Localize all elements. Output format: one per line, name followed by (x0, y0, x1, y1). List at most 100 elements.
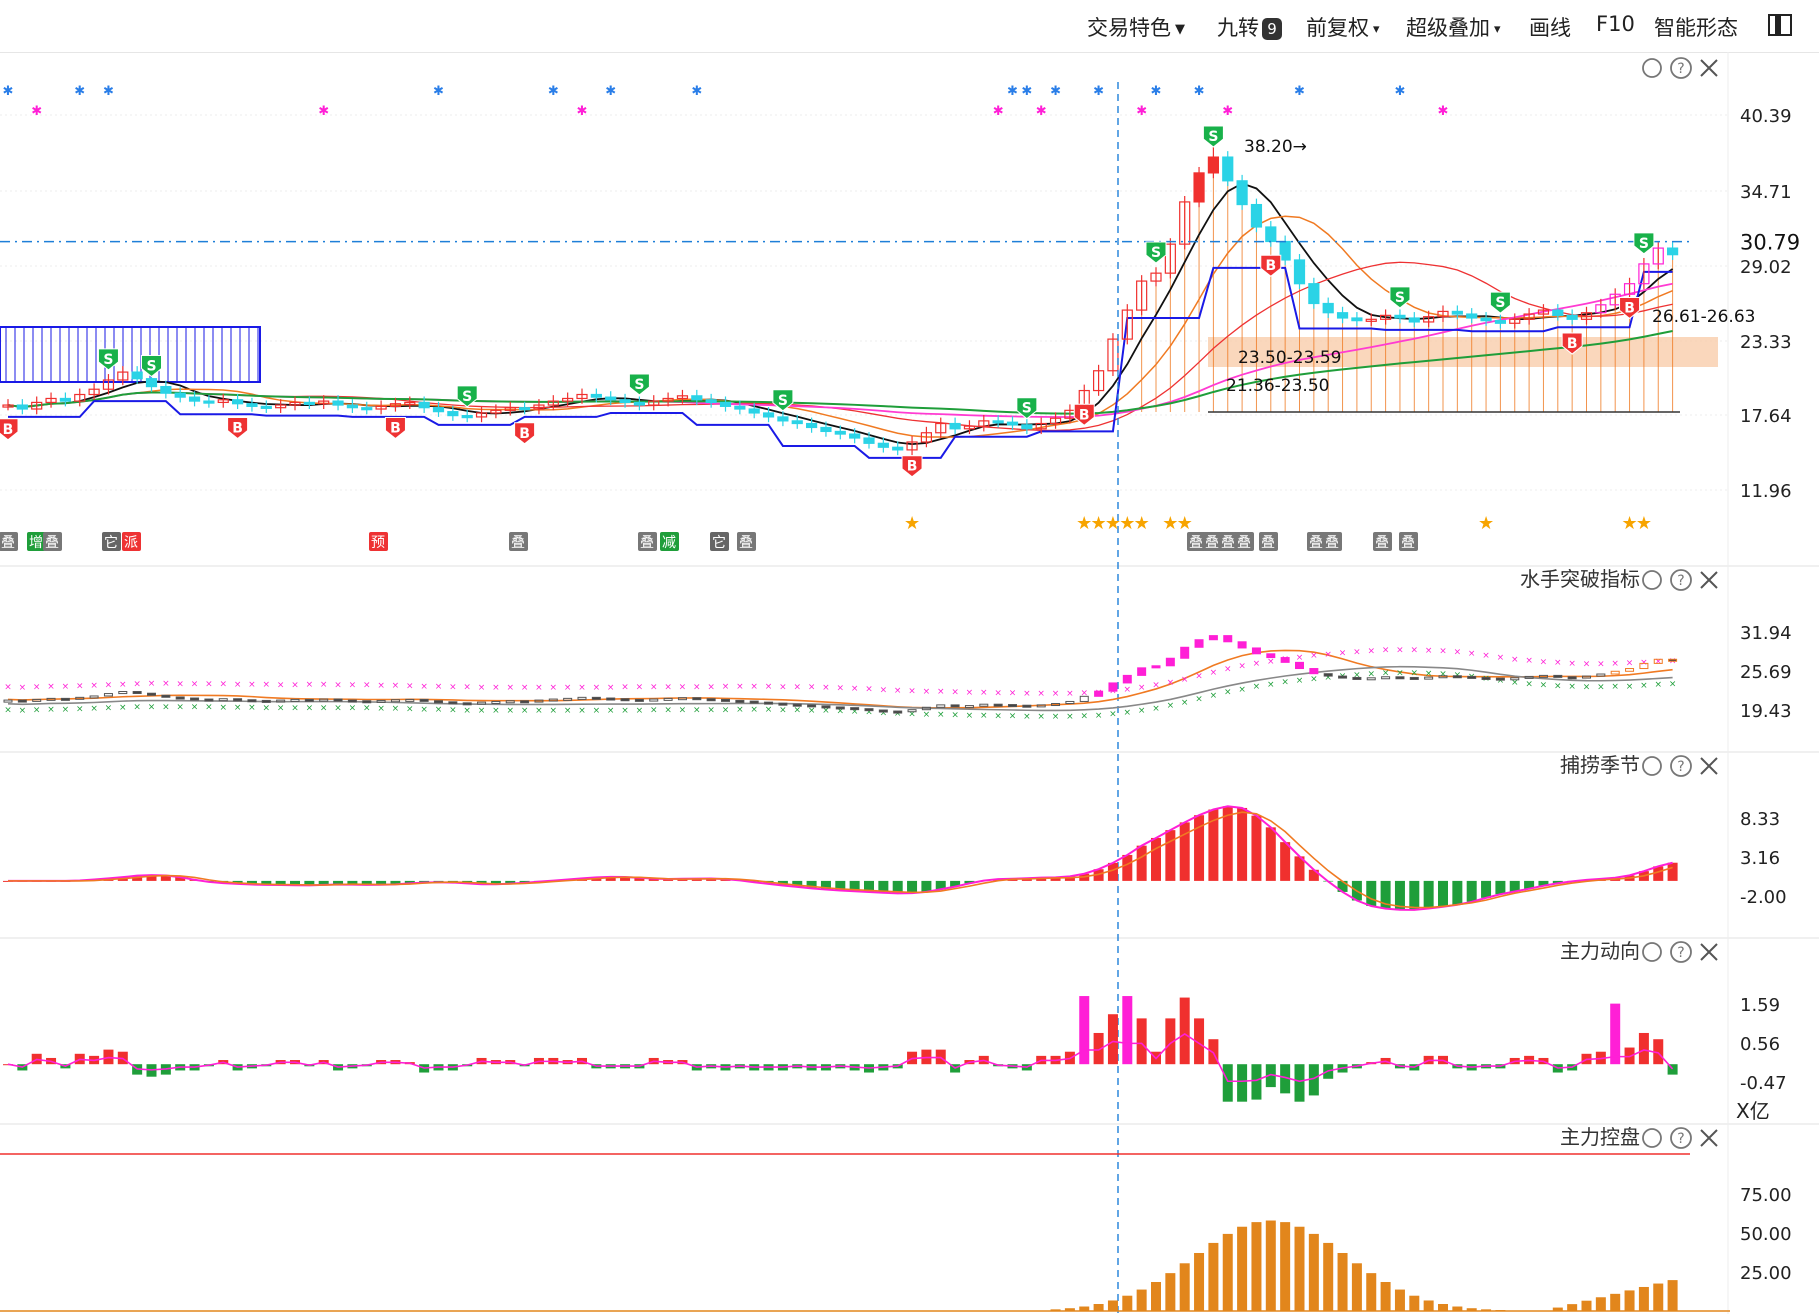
upper-band-dot: × (349, 680, 357, 690)
candle (59, 392, 72, 407)
lower-band-dot: × (1152, 704, 1160, 714)
lower-band-dot: × (880, 708, 888, 718)
sailor-candle (792, 703, 802, 707)
toolbar: 交易特色 ▼ 九转 9 前复权 ▾ 超级叠加 ▾ 画线 F10 智能形态 (0, 0, 1819, 53)
settings-icon[interactable] (1642, 756, 1662, 776)
event-tag-label: 叠 (640, 535, 654, 551)
lower-band-dot: × (1281, 678, 1289, 688)
close-icon[interactable] (1700, 59, 1718, 77)
candle-body (562, 397, 574, 402)
control-bar (1610, 1293, 1621, 1311)
upper-band-dot: × (994, 688, 1002, 698)
buy-signal-badge: B (384, 416, 406, 440)
lower-band-dot: × (320, 703, 328, 713)
help-icon[interactable] (1670, 1127, 1692, 1149)
fishing-bar (620, 877, 631, 881)
candle-body (1006, 421, 1019, 426)
upper-band-dot: × (1382, 646, 1390, 656)
overlay-menu[interactable]: 超级叠加 ▾ (1406, 16, 1501, 40)
lower-band-dot: × (162, 702, 170, 712)
control-bar (1394, 1289, 1405, 1311)
lower-band-dot: × (1583, 682, 1591, 692)
close-icon[interactable] (1700, 757, 1718, 775)
sailor-candle (103, 693, 113, 697)
trade-feature-menu[interactable]: 交易特色 ▼ (1087, 16, 1185, 40)
candle (1006, 416, 1019, 431)
nine-turn-button[interactable]: 九转 9 (1217, 12, 1282, 42)
candle (1408, 312, 1420, 328)
sailor-candle (118, 691, 128, 695)
fishing-bar (1495, 880, 1506, 895)
y-tick-label: 3.16 (1740, 848, 1780, 869)
fishing-bar (1165, 830, 1176, 881)
control-bar (1438, 1304, 1448, 1311)
upper-band-dot: × (750, 682, 758, 692)
candle-body (1193, 172, 1205, 203)
settings-icon[interactable] (1642, 1128, 1662, 1148)
sailor-candle (520, 700, 530, 704)
upper-band-dot: × (435, 682, 443, 692)
help-icon[interactable] (1670, 569, 1692, 591)
upper-band-dot: × (779, 682, 787, 692)
candle (1092, 364, 1105, 396)
help-icon[interactable] (1670, 941, 1692, 963)
lower-band-dot: × (1253, 682, 1261, 692)
settings-icon[interactable] (1642, 570, 1662, 590)
fq-menu[interactable]: 前复权 ▾ (1306, 16, 1380, 40)
nine-badge-icon: 9 (1262, 18, 1282, 40)
sailor-candle (1668, 658, 1678, 662)
sailor-candle (1452, 675, 1462, 679)
candle (174, 387, 186, 403)
sailor-candle (419, 698, 429, 702)
sailor-candle (1151, 665, 1161, 669)
y-tick-label: 25.69 (1740, 662, 1792, 683)
sailor-candle (1223, 635, 1233, 643)
sailor-candle (1610, 670, 1620, 675)
force-bar (1280, 1064, 1291, 1094)
candle (892, 441, 904, 456)
close-icon[interactable] (1700, 943, 1718, 961)
smart-pattern-button[interactable]: 智能形态 (1654, 16, 1738, 40)
upper-band-dot: × (506, 683, 514, 693)
control-bar (1581, 1300, 1592, 1311)
close-icon[interactable] (1700, 1129, 1718, 1147)
sailor-candle (735, 699, 745, 703)
sailor-candle (1653, 658, 1663, 664)
control-bar (1251, 1222, 1262, 1311)
close-icon[interactable] (1700, 571, 1718, 589)
lower-band-dot: × (1396, 668, 1404, 678)
candle (461, 409, 473, 423)
sailor-candle (477, 701, 487, 705)
candle-body (1652, 247, 1664, 265)
upper-band-dot: × (248, 680, 256, 690)
event-tag-bg (1373, 532, 1392, 551)
control-bar (1222, 1233, 1233, 1311)
candle-body (203, 400, 215, 404)
sailor-candle (1625, 668, 1635, 672)
upper-band-dot: × (148, 679, 156, 689)
dot-marker: ✱ (1093, 84, 1104, 99)
help-icon[interactable] (1670, 755, 1692, 777)
buy-badge-shape (1260, 254, 1282, 277)
fishing-bar (1452, 880, 1463, 905)
force-bar (1294, 1064, 1305, 1102)
candle (475, 407, 488, 423)
lower-band-dot: × (1554, 681, 1562, 691)
candle (1293, 254, 1306, 289)
star-marker: ★ (1636, 513, 1652, 534)
draw-line-button[interactable]: 画线 (1529, 16, 1571, 40)
panel-layout-icon[interactable] (1768, 14, 1792, 36)
help-icon[interactable] (1670, 57, 1692, 79)
settings-icon[interactable] (1642, 942, 1662, 962)
candle (1595, 298, 1607, 318)
candle-body (418, 401, 430, 409)
upper-band-dot: × (1066, 689, 1074, 699)
candle-body (648, 400, 660, 406)
f10-button[interactable]: F10 (1596, 12, 1635, 36)
control-bar (1179, 1263, 1190, 1311)
settings-icon[interactable] (1642, 58, 1662, 78)
candle-body (906, 441, 918, 451)
candle (935, 417, 947, 439)
sell-badge-shape (1202, 125, 1224, 148)
